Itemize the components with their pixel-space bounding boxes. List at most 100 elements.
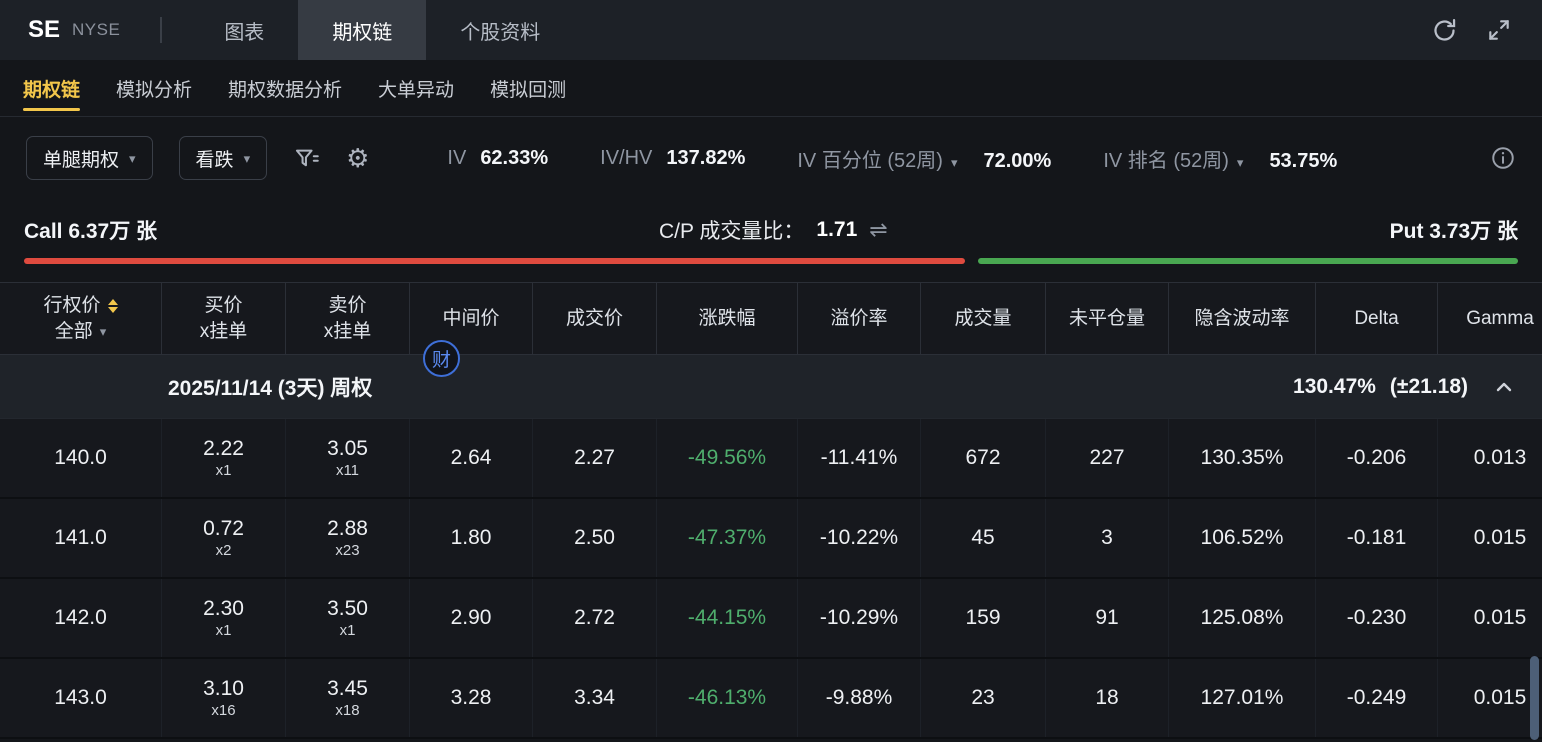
bid-price: 2.30 — [203, 596, 244, 620]
iv-percentile-dropdown[interactable]: IV 百分位 (52周) ▾ — [797, 144, 957, 173]
cp-ratio-label: C/P 成交量比： — [658, 220, 805, 243]
chevron-down-icon: ▾ — [1236, 154, 1244, 170]
bid-size: x16 — [211, 701, 236, 719]
iv-stat: IV 62.33% — [447, 147, 548, 170]
strategy-dropdown[interactable]: 单腿期权 ▾ — [26, 136, 153, 180]
subtab-big-orders[interactable]: 大单异动 — [378, 60, 454, 116]
bid-size: x1 — [215, 461, 232, 479]
bid-price: 3.10 — [203, 676, 244, 700]
header-volume: 成交量 — [921, 283, 1046, 354]
expiry-group-row[interactable]: 2025/11/14 (3天) 周权 130.47% (±21.18) — [0, 355, 1542, 419]
cell-bid: 2.22 x1 — [162, 419, 286, 497]
subtab-label: 期权链 — [23, 79, 81, 101]
header-last: 成交价 — [533, 283, 657, 354]
chevron-down-icon: ▾ — [243, 150, 251, 166]
chevron-down-icon: ▾ — [99, 323, 107, 339]
iv-percentile-stat: IV 百分位 (52周) ▾ 72.00% — [797, 144, 1051, 173]
ask-header-line2: x挂单 — [323, 320, 372, 342]
header-iv: 隐含波动率 — [1169, 283, 1316, 354]
cell-iv: 106.52% — [1169, 499, 1316, 577]
tab-stock-info-label: 个股资料 — [460, 21, 541, 44]
option-chain-table: 行权价 全部 ▾ 买价 x挂单 卖价 x挂单 中间价 成交价 涨跌幅 溢价率 成… — [0, 282, 1542, 739]
cell-last: 3.34 — [533, 659, 657, 737]
gear-icon[interactable]: ⚙ — [346, 145, 369, 171]
ask-price: 3.45 — [327, 676, 368, 700]
ask-header-line1: 卖价 — [328, 294, 367, 316]
put-volume-label: Put 3.73万 张 — [1389, 220, 1518, 243]
cell-delta: -0.230 — [1316, 579, 1438, 657]
strategy-dropdown-label: 单腿期权 — [43, 149, 120, 171]
option-row[interactable]: 142.0 2.30 x1 3.50 x1 2.90 2.72 -44.15% … — [0, 579, 1542, 659]
iv-hv-stat: IV/HV 137.82% — [600, 147, 745, 170]
subtab-sim-analysis[interactable]: 模拟分析 — [116, 60, 192, 116]
stock-exchange: NYSE — [72, 20, 121, 39]
header-premium: 溢价率 — [798, 283, 921, 354]
subtab-option-chain[interactable]: 期权链 — [23, 60, 81, 116]
bid-size: x1 — [215, 621, 232, 639]
scrollbar-thumb[interactable] — [1530, 656, 1539, 740]
iv-percentile-value: 72.00% — [983, 149, 1052, 172]
app-bar-actions — [1431, 17, 1512, 44]
expiry-date-label: 2025/11/14 (3天) 周权 — [168, 376, 373, 400]
cell-iv: 130.35% — [1169, 419, 1316, 497]
subtab-label: 模拟分析 — [116, 79, 193, 101]
filter-icon[interactable] — [293, 145, 320, 172]
expiry-group-right: 130.47% (±21.18) — [1293, 375, 1516, 399]
cell-ask: 3.50 x1 — [286, 579, 410, 657]
cell-ask: 3.05 x11 — [286, 419, 410, 497]
cp-ratio-value: 1.71 — [816, 218, 858, 241]
chevron-up-icon[interactable] — [1492, 375, 1516, 399]
subtab-label: 大单异动 — [378, 79, 455, 101]
tab-option-chain-label: 期权链 — [332, 21, 393, 44]
header-bid: 买价 x挂单 — [162, 283, 286, 354]
sort-icon[interactable] — [107, 298, 118, 313]
tab-option-chain[interactable]: 期权链 — [298, 0, 427, 60]
app-bar: SE NYSE 图表 期权链 个股资料 — [0, 0, 1542, 60]
cell-premium: -10.29% — [798, 579, 921, 657]
header-strike: 行权价 全部 ▾ — [0, 283, 162, 354]
info-icon[interactable] — [1490, 145, 1516, 171]
cell-iv: 127.01% — [1169, 659, 1316, 737]
iv-value: 62.33% — [480, 146, 549, 169]
cell-delta: -0.206 — [1316, 419, 1438, 497]
refresh-icon[interactable] — [1431, 17, 1458, 44]
cell-mid: 2.64 — [410, 419, 533, 497]
tab-stock-info[interactable]: 个股资料 — [426, 0, 574, 60]
iv-hv-label: IV/HV — [600, 146, 653, 169]
app-bar-left: SE NYSE 图表 期权链 个股资料 — [0, 0, 574, 60]
option-row[interactable]: 140.0 2.22 x1 3.05 x11 2.64 2.27 -49.56%… — [0, 419, 1542, 499]
expiry-iv-value: 130.47% — [1293, 374, 1376, 398]
cell-last: 2.27 — [533, 419, 657, 497]
iv-label: IV — [447, 146, 467, 169]
header-change: 涨跌幅 — [657, 283, 798, 354]
cell-gamma: 0.015 — [1473, 526, 1527, 549]
iv-hv-value: 137.82% — [666, 146, 746, 169]
bid-size: x2 — [215, 541, 232, 559]
cell-change: -44.15% — [657, 579, 798, 657]
cell-open-interest: 91 — [1046, 579, 1169, 657]
iv-percentile-label: IV 百分位 (52周) — [797, 149, 943, 172]
header-delta: Delta — [1316, 283, 1438, 354]
cell-ask: 2.88 x23 — [286, 499, 410, 577]
option-row[interactable]: 141.0 0.72 x2 2.88 x23 1.80 2.50 -47.37%… — [0, 499, 1542, 579]
strike-filter-dropdown[interactable]: 全部 ▾ — [55, 319, 107, 345]
subtab-option-data-analysis[interactable]: 期权数据分析 — [228, 60, 342, 116]
strike-header-label: 行权价 — [43, 294, 101, 316]
tab-chart[interactable]: 图表 — [190, 0, 298, 60]
cell-strike: 140.0 — [0, 419, 162, 497]
cell-volume: 23 — [921, 659, 1046, 737]
strike-filter-label: 全部 — [54, 320, 93, 342]
fullscreen-icon[interactable] — [1486, 17, 1512, 43]
iv-rank-value: 53.75% — [1269, 149, 1338, 172]
option-row[interactable]: 143.0 3.10 x16 3.45 x18 3.28 3.34 -46.13… — [0, 659, 1542, 739]
swap-icon[interactable]: ⇌ — [869, 217, 888, 242]
ask-price: 3.05 — [327, 436, 368, 460]
direction-dropdown[interactable]: 看跌 ▾ — [178, 136, 268, 180]
ratio-labels: Call 6.37万 张 C/P 成交量比： 1.71 ⇌ Put 3.73万 … — [24, 211, 1518, 249]
cell-bid: 3.10 x16 — [162, 659, 286, 737]
iv-rank-dropdown[interactable]: IV 排名 (52周) ▾ — [1103, 144, 1243, 173]
subtab-backtest[interactable]: 模拟回测 — [490, 60, 566, 116]
cell-bid: 0.72 x2 — [162, 499, 286, 577]
cell-gamma: 0.015 — [1473, 686, 1527, 709]
